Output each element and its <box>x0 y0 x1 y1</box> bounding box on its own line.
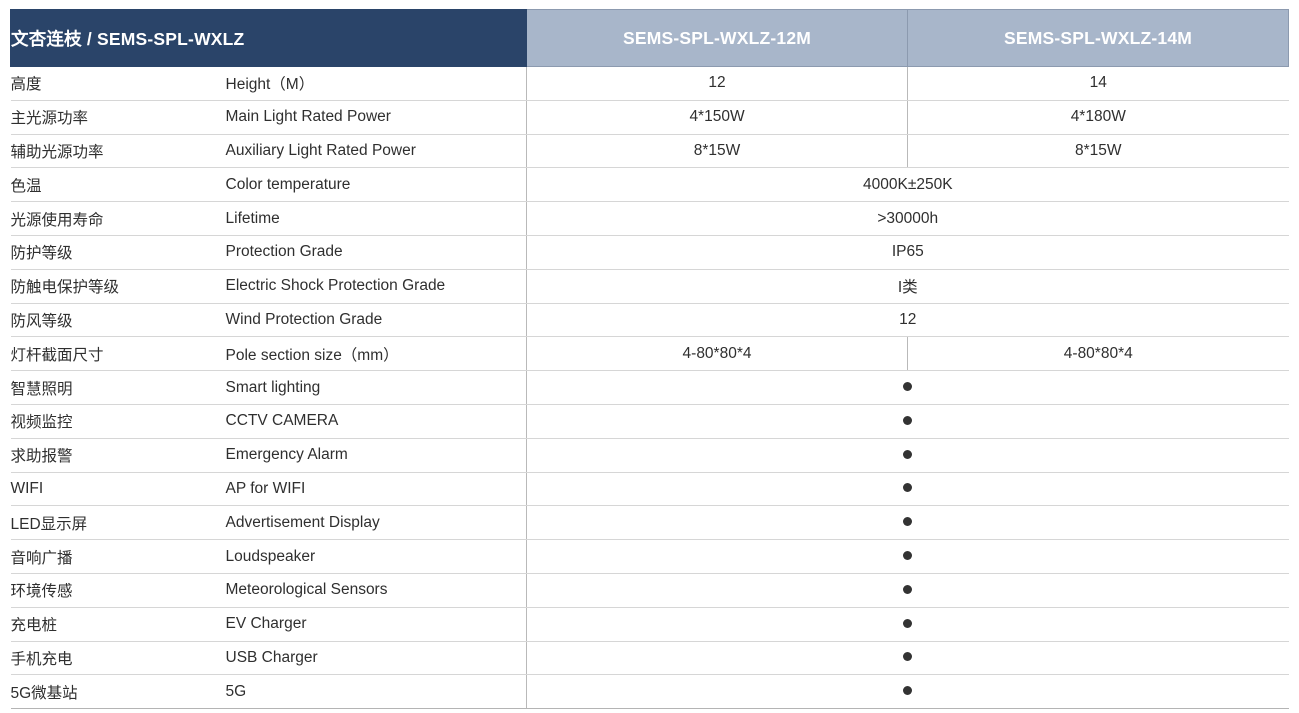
bullet-dot-icon <box>903 584 913 594</box>
product-specification-table: 文杏连枝 / SEMS-SPL-WXLZ SEMS-SPL-WXLZ-12M S… <box>9 9 1290 710</box>
spec-label-en: Auxiliary Light Rated Power <box>225 134 528 169</box>
bullet-dot-icon <box>903 618 913 628</box>
table-row: 充电桩 EV Charger <box>10 607 1289 642</box>
spec-label-cn: 手机充电 <box>10 641 226 676</box>
spec-feature-supported <box>526 370 1289 405</box>
table-row: LED显示屏 Advertisement Display <box>10 505 1289 541</box>
spec-label-en: CCTV CAMERA <box>225 404 528 439</box>
spec-feature-supported <box>526 472 1289 507</box>
spec-value-shared: IP65 <box>526 235 1289 270</box>
spec-label-cn: WIFI <box>10 472 226 507</box>
spec-value-12m: 8*15W <box>526 134 908 169</box>
spec-value-shared: I类 <box>526 269 1289 304</box>
spec-label-en: Advertisement Display <box>225 505 528 541</box>
spec-value-12m: 4-80*80*4 <box>526 336 908 372</box>
table-row: 辅助光源功率 Auxiliary Light Rated Power 8*15W 8*… <box>10 134 1289 169</box>
spec-label-cn: 智慧照明 <box>10 370 226 405</box>
bullet-dot-icon <box>903 550 913 560</box>
spec-feature-supported <box>526 573 1289 608</box>
table-row: 手机充电 USB Charger <box>10 641 1289 676</box>
bullet-dot-icon <box>903 415 913 425</box>
spec-value-shared: 4000K±250K <box>526 167 1289 203</box>
spec-label-cn: 求助报警 <box>10 438 226 473</box>
spec-label-en: Pole section size（mm） <box>225 336 528 372</box>
spec-value-12m: 4*150W <box>526 100 908 135</box>
bullet-dot-icon <box>903 686 913 696</box>
spec-label-en: Color temperature <box>225 167 528 203</box>
spec-value-shared: 12 <box>526 303 1289 338</box>
spec-label-cn: LED显示屏 <box>10 505 226 541</box>
table-header-row: 文杏连枝 / SEMS-SPL-WXLZ SEMS-SPL-WXLZ-12M S… <box>9 9 1290 67</box>
table-body: 高度 Height（M） 12 14 主光源功率 Main Light Rated Pow… <box>10 66 1289 710</box>
spec-feature-supported <box>526 539 1289 574</box>
spec-label-en: Electric Shock Protection Grade <box>225 269 528 304</box>
spec-label-cn: 高度 <box>10 66 226 101</box>
table-header: 文杏连枝 / SEMS-SPL-WXLZ SEMS-SPL-WXLZ-12M S… <box>9 9 1290 67</box>
spec-label-en: EV Charger <box>225 607 528 642</box>
bullet-dot-icon <box>903 449 913 459</box>
spec-label-en: Smart lighting <box>225 370 528 405</box>
spec-feature-supported <box>526 438 1289 473</box>
spec-value-14m: 4-80*80*4 <box>907 336 1289 372</box>
spec-label-cn: 辅助光源功率 <box>10 134 226 169</box>
spec-label-cn: 色温 <box>10 167 226 203</box>
spec-feature-supported <box>526 505 1289 541</box>
table-row: 色温 Color temperature 4000K±250K <box>10 167 1289 203</box>
table-row: 防触电保护等级 Electric Shock Protection Grade I类 <box>10 269 1289 304</box>
spec-label-cn: 5G微基站 <box>10 674 226 710</box>
spec-label-en: Protection Grade <box>225 235 528 270</box>
table-row: 主光源功率 Main Light Rated Power 4*150W 4*180W <box>10 100 1289 135</box>
spec-feature-supported <box>526 641 1289 676</box>
spec-label-en: Meteorological Sensors <box>225 573 528 608</box>
bullet-dot-icon <box>903 381 913 391</box>
column-header-model-14m: SEMS-SPL-WXLZ-14M <box>907 9 1290 67</box>
spec-label-en: Main Light Rated Power <box>225 100 528 135</box>
spec-label-en: Height（M） <box>225 66 528 101</box>
column-header-model-12m: SEMS-SPL-WXLZ-12M <box>526 9 909 67</box>
spec-label-en: AP for WIFI <box>225 472 528 507</box>
spec-label-cn: 防护等级 <box>10 235 226 270</box>
spec-label-en: Emergency Alarm <box>225 438 528 473</box>
table-row: 环境传感 Meteorological Sensors <box>10 573 1289 608</box>
spec-feature-supported <box>526 607 1289 642</box>
spec-label-cn: 视频监控 <box>10 404 226 439</box>
spec-label-cn: 音响广播 <box>10 539 226 574</box>
spec-value-shared: >30000h <box>526 201 1289 236</box>
bullet-dot-icon <box>903 652 913 662</box>
spec-label-en: Lifetime <box>225 201 528 236</box>
table-row: WIFI AP for WIFI <box>10 472 1289 507</box>
spec-value-14m: 4*180W <box>907 100 1289 135</box>
table-row: 灯杆截面尺寸 Pole section size（mm） 4-80*80*4 4-80… <box>10 336 1289 372</box>
spec-label-cn: 灯杆截面尺寸 <box>10 336 226 372</box>
spec-label-en: 5G <box>225 674 528 710</box>
spec-label-cn: 防风等级 <box>10 303 226 338</box>
spec-label-cn: 主光源功率 <box>10 100 226 135</box>
spec-label-en: Loudspeaker <box>225 539 528 574</box>
bullet-dot-icon <box>903 483 913 493</box>
spec-label-en: Wind Protection Grade <box>225 303 528 338</box>
table-row: 高度 Height（M） 12 14 <box>10 66 1289 101</box>
table-row: 5G微基站 5G <box>10 674 1289 710</box>
bullet-dot-icon <box>903 517 913 527</box>
table-row: 光源使用寿命 Lifetime >30000h <box>10 201 1289 236</box>
spec-feature-supported <box>526 404 1289 439</box>
table-row: 防风等级 Wind Protection Grade 12 <box>10 303 1289 338</box>
spec-value-12m: 12 <box>526 66 908 101</box>
spec-feature-supported <box>526 674 1289 710</box>
spec-label-cn: 防触电保护等级 <box>10 269 226 304</box>
table-row: 智慧照明 Smart lighting <box>10 370 1289 405</box>
spec-label-en: USB Charger <box>225 641 528 676</box>
spec-value-14m: 14 <box>907 66 1289 101</box>
spec-value-14m: 8*15W <box>907 134 1289 169</box>
table-row: 视频监控 CCTV CAMERA <box>10 404 1289 439</box>
page-title: 文杏连枝 / SEMS-SPL-WXLZ <box>9 9 528 67</box>
table-row: 音响广播 Loudspeaker <box>10 539 1289 574</box>
table-row: 求助报警 Emergency Alarm <box>10 438 1289 473</box>
spec-label-cn: 环境传感 <box>10 573 226 608</box>
table-row: 防护等级 Protection Grade IP65 <box>10 235 1289 270</box>
spec-label-cn: 充电桩 <box>10 607 226 642</box>
spec-label-cn: 光源使用寿命 <box>10 201 226 236</box>
